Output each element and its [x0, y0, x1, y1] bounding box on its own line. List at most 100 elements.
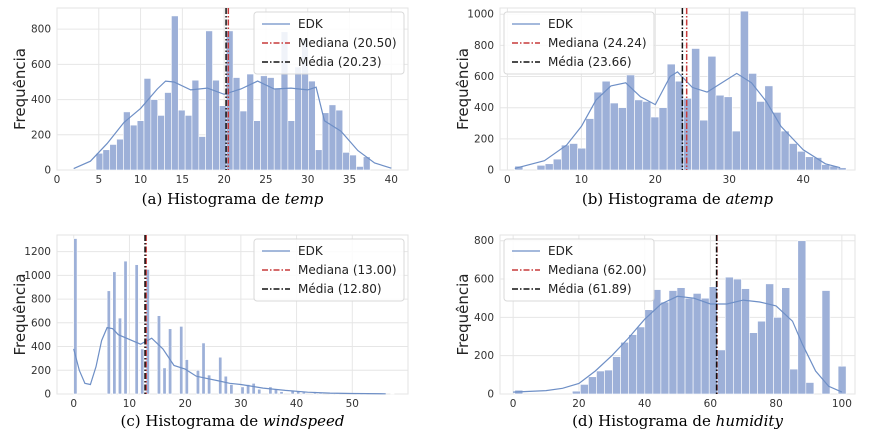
- histogram-bar: [756, 101, 766, 171]
- histogram-bar: [73, 238, 78, 395]
- y-tick-label: 0: [487, 389, 494, 401]
- histogram-bar: [772, 112, 782, 171]
- x-tick-label: 0: [54, 174, 61, 186]
- kde-curve: [514, 71, 841, 169]
- histogram-bar: [572, 390, 581, 395]
- panel-caption: (b) Histograma de atemp: [582, 190, 774, 208]
- histogram-bar: [626, 74, 635, 171]
- histogram-bar: [223, 375, 228, 395]
- histogram-bar: [821, 290, 831, 395]
- histogram-bar: [765, 283, 774, 395]
- histogram-bar: [797, 151, 806, 171]
- legend-label: Média (61.89): [548, 282, 632, 296]
- kde-curve: [513, 295, 843, 393]
- y-tick-label: 200: [474, 350, 494, 362]
- y-tick-label: 800: [474, 40, 494, 52]
- histogram-bar: [134, 264, 139, 395]
- histogram-bar: [207, 374, 212, 395]
- y-tick-label: 800: [31, 24, 51, 36]
- x-tick-label: 25: [259, 174, 272, 186]
- histogram-bar: [628, 334, 638, 395]
- histogram-bar: [117, 317, 122, 395]
- histogram-bar: [612, 356, 621, 395]
- histogram-bar: [246, 73, 254, 171]
- histogram-bar: [246, 384, 251, 395]
- x-tick-label: 20: [178, 398, 191, 410]
- y-tick-label: 400: [31, 94, 51, 106]
- histogram-bar: [544, 163, 554, 171]
- y-tick-label: 200: [474, 133, 494, 145]
- kde-curve: [73, 326, 386, 395]
- histogram-bar: [716, 349, 726, 395]
- histogram-bar: [773, 317, 782, 395]
- caption-prefix: (d) Histograma de: [572, 412, 716, 430]
- x-tick-label: 10: [134, 174, 147, 186]
- histogram-bar: [294, 66, 302, 171]
- legend-label: EDK: [548, 17, 574, 31]
- y-tick-label: 1000: [24, 270, 51, 282]
- legend-label: Média (12.80): [298, 282, 382, 296]
- histogram-bar: [692, 293, 702, 395]
- histogram-bar: [780, 130, 790, 171]
- histogram-bar: [620, 341, 629, 395]
- histogram-bar: [660, 301, 670, 395]
- histogram-bar: [569, 143, 578, 171]
- x-tick-label: 40: [385, 174, 398, 186]
- histogram-bar: [642, 101, 652, 171]
- legend-box: [253, 11, 405, 75]
- y-tick-label: 600: [31, 59, 51, 71]
- histogram-bar: [157, 115, 165, 171]
- panel-caption: (c) Histograma de windspeed: [121, 412, 345, 430]
- legend-label: EDK: [298, 17, 324, 31]
- x-tick-label: 30: [301, 174, 314, 186]
- histogram-bar: [764, 85, 774, 171]
- y-tick-label: 200: [31, 365, 51, 377]
- y-axis-label: Frequência: [454, 48, 472, 130]
- legend-box: [253, 238, 405, 302]
- histogram-bar: [636, 326, 646, 395]
- histogram-bar: [123, 260, 128, 395]
- x-tick-label: 30: [234, 398, 247, 410]
- histogram-bar: [308, 80, 316, 171]
- histogram-bar: [740, 10, 749, 171]
- legend-label: Mediana (62.00): [548, 263, 647, 277]
- histogram-bar: [757, 320, 766, 395]
- histogram-bar: [805, 382, 815, 395]
- histogram-bar: [536, 165, 546, 171]
- histogram-panel-4: 0 20 40 60 80 100 0 200 400 600 800 Frequência EDK Me…: [454, 234, 856, 430]
- caption-prefix: (b) Histograma de: [582, 190, 726, 208]
- histogram-bar: [253, 120, 261, 171]
- legend-label: Média (20.23): [298, 55, 382, 69]
- histogram-bar: [588, 376, 597, 395]
- y-axis-label: Frequência: [454, 274, 472, 356]
- histogram-panel-3: 0 10 20 30 40 50 0 200 400 600 800 1000 1200 Frequênc…: [11, 234, 409, 430]
- histogram-bar: [239, 110, 248, 171]
- histogram-bar: [580, 384, 589, 395]
- x-tick-label: 40: [638, 398, 651, 410]
- histogram-bar: [593, 91, 603, 171]
- histogram-bar: [618, 107, 627, 171]
- histogram-bar: [267, 77, 275, 171]
- histogram-bar: [609, 102, 619, 171]
- histogram-bar: [741, 288, 750, 395]
- histogram-bar: [552, 158, 562, 171]
- histogram-bar: [601, 80, 611, 171]
- caption-variable: windspeed: [263, 412, 345, 430]
- x-tick-label: 15: [176, 174, 189, 186]
- caption-variable: humidity: [716, 412, 784, 430]
- histogram-bar: [683, 98, 692, 171]
- histogram-bar: [699, 119, 709, 171]
- x-tick-label: 100: [832, 398, 852, 410]
- histogram-bar: [205, 30, 213, 171]
- histogram-bar: [150, 99, 159, 171]
- y-tick-label: 0: [487, 165, 494, 177]
- x-tick-label: 0: [504, 174, 511, 186]
- histogram-bar: [650, 116, 660, 171]
- histogram-bar: [257, 388, 262, 395]
- histogram-bar: [109, 144, 117, 171]
- x-tick-label: 5: [95, 174, 102, 186]
- histogram-bar: [287, 120, 296, 171]
- histogram-bar: [731, 130, 741, 171]
- histogram-bar: [797, 240, 807, 395]
